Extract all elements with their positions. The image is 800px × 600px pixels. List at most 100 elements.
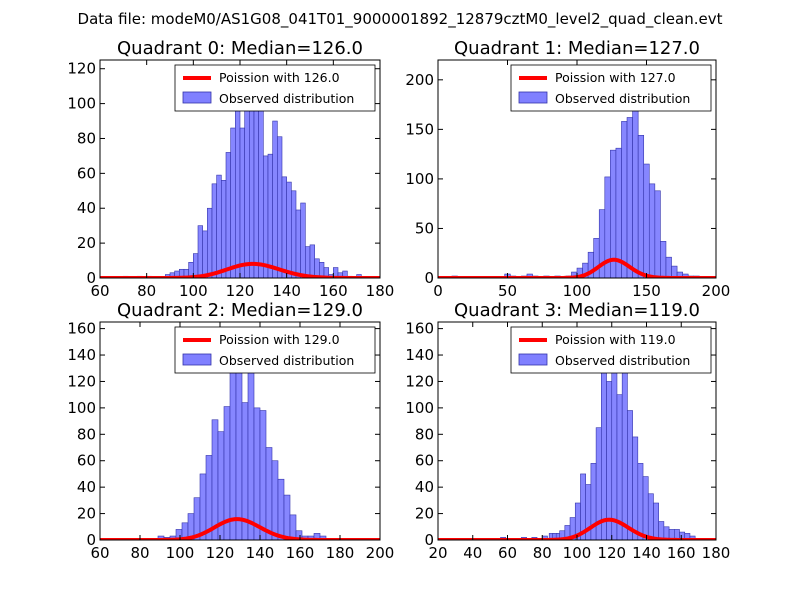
x-tick-label: 60 — [90, 544, 109, 562]
histogram-bar — [648, 183, 656, 278]
histogram-bar — [199, 473, 207, 540]
y-tick-label: 60 — [77, 452, 96, 470]
y-tick-label: 140 — [67, 346, 96, 364]
y-tick-label: 100 — [405, 399, 434, 417]
subplot-title: Quadrant 2: Median=129.0 — [117, 300, 363, 321]
histogram-bar — [202, 230, 208, 278]
histogram-bar — [235, 110, 241, 278]
x-tick-label: 120 — [226, 282, 255, 300]
histogram-bar — [211, 419, 219, 540]
y-tick-label: 160 — [405, 320, 434, 338]
histogram-bar — [637, 463, 644, 540]
histogram-bar — [642, 476, 649, 540]
subplot-grid: 60 80 100 120 140 160 180020406080100120Quadra… — [67, 38, 730, 562]
y-tick-label: 40 — [77, 478, 96, 496]
subplot-quadrant-3: 20 40 60 80 100 120 140 160 18002040608010012014… — [405, 300, 730, 562]
figure-title: Data file: modeM0/AS1G08_041T01_90000018… — [78, 10, 723, 29]
histogram-bar — [627, 410, 633, 540]
histogram-bar — [221, 180, 227, 278]
x-tick-label: 140 — [272, 282, 301, 300]
x-tick-label: 140 — [632, 544, 661, 562]
histogram-bar — [259, 410, 267, 540]
histogram-bars — [123, 78, 362, 278]
histogram-bar — [286, 181, 292, 278]
y-tick-label: 40 — [77, 199, 96, 217]
y-tick-label: 60 — [77, 164, 96, 182]
legend: Poission with 119.0 Observed distribution — [510, 326, 712, 374]
y-tick-label: 100 — [405, 170, 434, 188]
subplot-title: Quadrant 1: Median=127.0 — [454, 38, 700, 59]
histogram-bar — [637, 135, 645, 278]
legend-label-poisson: Poission with 127.0 — [555, 70, 676, 85]
histogram-bar — [653, 502, 659, 540]
histogram-bar — [323, 267, 329, 278]
y-tick-label: 120 — [405, 372, 434, 390]
histogram-bar — [300, 202, 306, 278]
y-tick-label: 120 — [67, 372, 96, 390]
histogram-bar — [309, 244, 315, 278]
x-tick-label: 180 — [702, 544, 731, 562]
x-tick-label: 80 — [130, 544, 149, 562]
y-tick-label: 20 — [77, 234, 96, 252]
histogram-bar — [277, 136, 283, 278]
legend-label-observed: Observed distribution — [219, 353, 354, 368]
histogram-bar — [267, 153, 273, 278]
histogram-bar — [647, 493, 654, 540]
x-tick-label: 180 — [326, 544, 355, 562]
legend: Poission with 129.0 Observed distribution — [174, 326, 376, 374]
histogram-bar — [295, 530, 303, 540]
histogram-bar — [253, 407, 261, 540]
y-tick-label: 160 — [67, 320, 96, 338]
histogram-bar — [211, 183, 217, 278]
y-tick-label: 100 — [67, 95, 96, 113]
y-tick-label: 80 — [415, 425, 434, 443]
histogram-bar — [244, 94, 250, 278]
y-tick-label: 80 — [77, 425, 96, 443]
y-tick-label: 20 — [77, 505, 96, 523]
histogram-bar — [616, 394, 623, 540]
histogram-bar — [247, 348, 255, 540]
y-tick-label: 120 — [67, 60, 96, 78]
histogram-bar — [283, 494, 291, 540]
x-tick-label: 120 — [597, 544, 626, 562]
histogram-bar — [305, 246, 311, 278]
y-tick-label: 40 — [415, 478, 434, 496]
histogram-bar — [225, 152, 231, 278]
x-tick-label: 0 — [433, 282, 443, 300]
y-tick-label: 0 — [86, 531, 96, 549]
y-tick-label: 100 — [67, 399, 96, 417]
histogram-bar — [643, 163, 650, 278]
legend-label-poisson: Poission with 129.0 — [219, 332, 340, 347]
histogram-bar — [606, 381, 613, 540]
legend-bar-swatch — [518, 353, 548, 366]
histogram-bar — [258, 85, 264, 278]
x-tick-label: 100 — [179, 282, 208, 300]
y-tick-label: 150 — [405, 120, 434, 138]
y-tick-label: 0 — [86, 269, 96, 287]
legend-label-observed: Observed distribution — [555, 353, 690, 368]
y-tick-label: 140 — [405, 346, 434, 364]
histogram-bar — [229, 360, 237, 540]
x-tick-label: 100 — [563, 544, 592, 562]
x-tick-label: 160 — [286, 544, 315, 562]
axes-frame — [99, 321, 381, 541]
histogram-bar — [277, 478, 285, 540]
x-tick-label: 120 — [206, 544, 235, 562]
x-tick-label: 200 — [702, 282, 731, 300]
legend-label-observed: Observed distribution — [555, 91, 690, 106]
histogram-bar — [291, 190, 297, 278]
x-tick-label: 40 — [463, 544, 482, 562]
x-tick-label: 100 — [563, 282, 592, 300]
x-tick-label: 50 — [498, 282, 517, 300]
histogram-bar — [197, 225, 203, 278]
x-tick-label: 160 — [319, 282, 348, 300]
y-tick-label: 0 — [424, 269, 434, 287]
x-tick-label: 180 — [366, 282, 395, 300]
histogram-bar — [660, 241, 667, 278]
histogram-bar — [601, 361, 607, 540]
histogram-bar — [265, 447, 273, 540]
subplot-title: Quadrant 0: Median=126.0 — [117, 38, 363, 59]
legend-bar-swatch — [518, 91, 548, 104]
x-tick-label: 80 — [533, 544, 552, 562]
